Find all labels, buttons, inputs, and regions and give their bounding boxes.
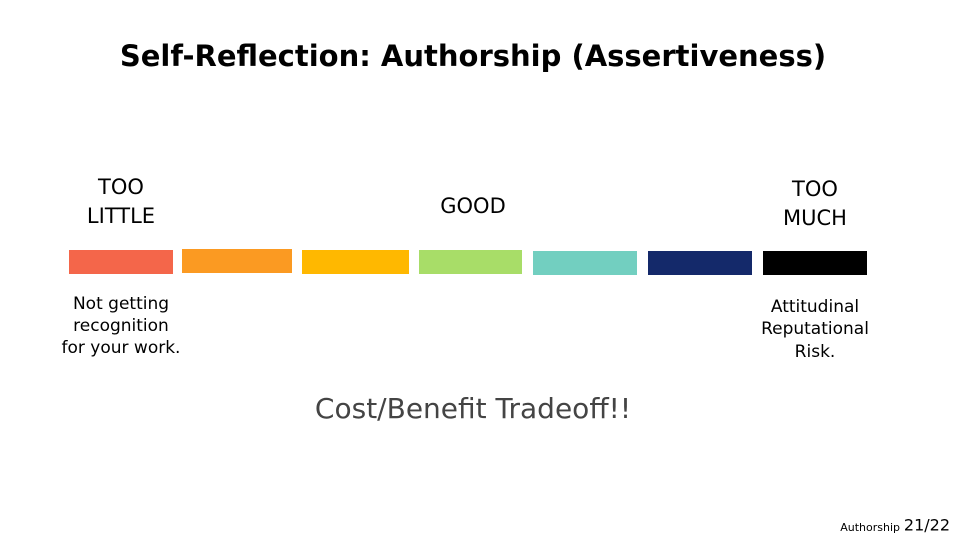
scale-description: Reputational <box>761 319 869 339</box>
scale-heading: TOO <box>97 175 144 199</box>
scale-heading: GOOD <box>440 194 506 218</box>
slide-title: Self-Reflection: Authorship (Assertivene… <box>120 39 826 73</box>
scale-heading: MUCH <box>783 206 847 230</box>
scale-heading: LITTLE <box>87 204 155 228</box>
color-scale <box>69 249 867 275</box>
scale-segment <box>533 251 637 275</box>
scale-description: for your work. <box>62 338 181 358</box>
scale-segment <box>763 251 867 275</box>
footer-section: Authorship <box>840 521 900 534</box>
scale-description: recognition <box>73 316 169 336</box>
scale-segment <box>648 251 752 275</box>
scale-description: Not getting <box>73 294 169 314</box>
scale-heading: TOO <box>791 177 838 201</box>
note: Cost/Benefit Tradeoff!! <box>315 392 631 425</box>
scale-segment <box>182 249 292 273</box>
scale-segment <box>419 250 522 274</box>
scale-segment <box>69 250 173 274</box>
scale-segment <box>302 250 409 274</box>
page-number: 21/22 <box>904 516 950 535</box>
scale-description: Risk. <box>795 342 836 362</box>
scale-description: Attitudinal <box>771 297 859 317</box>
